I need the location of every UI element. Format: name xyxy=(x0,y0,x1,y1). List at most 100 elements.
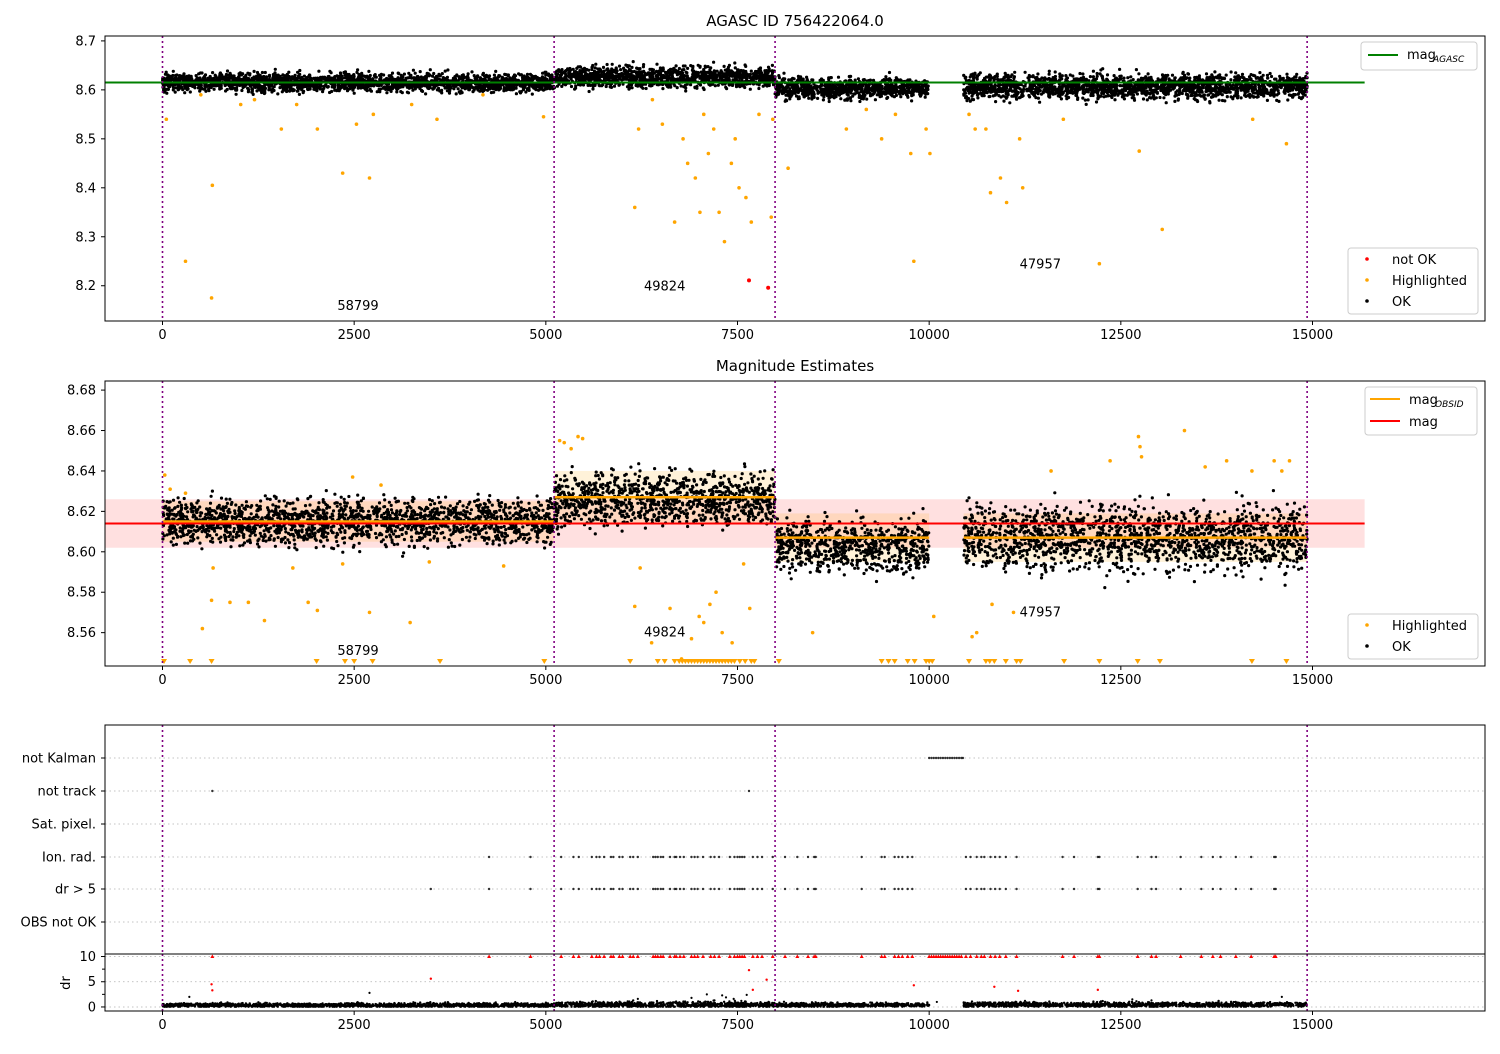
highlighted-point xyxy=(262,618,267,623)
flag-point xyxy=(736,887,739,891)
dr-capped-marker xyxy=(905,954,910,959)
flag-category-label: not track xyxy=(37,785,96,800)
flag-point xyxy=(883,887,886,891)
flag-point xyxy=(693,855,696,859)
highlighted-point xyxy=(990,602,994,607)
dr-capped-marker xyxy=(910,954,915,959)
flag-point xyxy=(1004,855,1008,859)
x-tick-label: 15000 xyxy=(1292,328,1333,343)
dr-large-point xyxy=(429,977,433,980)
below-range-marker xyxy=(751,659,758,664)
dr-capped-marker xyxy=(668,954,673,959)
highlighted-point xyxy=(246,600,251,605)
highlighted-point xyxy=(810,630,815,635)
flag-point xyxy=(980,887,983,891)
highlighted-point xyxy=(435,117,439,122)
flag-point xyxy=(1072,855,1076,859)
flag-point xyxy=(612,855,615,859)
flag-point xyxy=(964,855,968,859)
highlighted-point xyxy=(970,634,974,639)
y-tick-label: 8.64 xyxy=(67,464,96,479)
highlighted-point xyxy=(576,434,580,439)
dr-capped-marker xyxy=(813,954,818,959)
flag-point xyxy=(1004,887,1008,891)
highlighted-point xyxy=(893,112,898,117)
highlighted-point xyxy=(998,176,1003,180)
dr-outlier-point xyxy=(745,993,748,996)
flag-point xyxy=(717,887,721,891)
dr-outlier-point xyxy=(935,1000,938,1004)
highlighted-point xyxy=(1061,117,1066,122)
legend-marker-ok xyxy=(1365,644,1369,648)
below-range-marker xyxy=(982,659,989,664)
dr-capped-marker xyxy=(968,954,973,959)
dr-outlier-point xyxy=(1131,998,1134,1001)
highlighted-point xyxy=(749,220,754,224)
flag-point xyxy=(941,756,945,760)
dr-capped-marker xyxy=(896,954,901,959)
legend-label-not-ok: not OK xyxy=(1392,253,1437,268)
flag-point xyxy=(609,887,613,891)
flag-point xyxy=(901,855,904,859)
legend-subscript-obsid: OBSID xyxy=(1435,400,1464,410)
flag-point xyxy=(618,887,621,891)
below-range-marker xyxy=(986,659,993,664)
flag-point xyxy=(690,887,693,891)
highlighted-point xyxy=(720,630,724,635)
highlighted-point xyxy=(409,102,414,107)
x-tick-label: 0 xyxy=(158,328,166,343)
highlighted-point xyxy=(340,562,345,566)
ok-points xyxy=(161,999,1308,1008)
flag-point xyxy=(529,855,532,859)
highlighted-point xyxy=(636,127,641,131)
highlighted-point xyxy=(252,97,257,102)
flag-point xyxy=(559,855,563,859)
y-tick-label: 8.5 xyxy=(75,132,96,147)
flag-point xyxy=(682,887,686,891)
flag-point xyxy=(880,887,883,891)
highlighted-point xyxy=(1224,459,1229,463)
flag-category-label: not Kalman xyxy=(22,752,96,767)
highlighted-point xyxy=(717,210,721,215)
flag-point xyxy=(487,855,491,859)
highlighted-point xyxy=(569,446,573,451)
flag-point xyxy=(656,855,659,859)
y-tick-label: 8.58 xyxy=(67,586,96,601)
flag-point xyxy=(618,855,621,859)
flag-point xyxy=(783,887,787,891)
highlighted-point xyxy=(650,97,655,102)
flag-point xyxy=(590,855,594,859)
highlighted-point xyxy=(693,176,698,180)
flag-point xyxy=(674,855,678,859)
below-range-marker xyxy=(991,659,998,664)
highlighted-point xyxy=(1203,465,1207,469)
flag-point xyxy=(1200,855,1203,859)
flag-point xyxy=(806,855,810,859)
highlighted-point xyxy=(209,598,214,603)
x-tick-label: 2500 xyxy=(338,1018,371,1033)
highlighted-point xyxy=(689,636,694,641)
dr-capped-marker xyxy=(900,954,905,959)
dr-large-point xyxy=(1096,988,1100,992)
below-range-marker xyxy=(351,659,358,664)
dr-capped-marker xyxy=(770,954,775,959)
highlighted-point xyxy=(238,102,243,107)
below-range-marker xyxy=(541,659,548,664)
flag-point xyxy=(632,887,635,891)
highlighted-point xyxy=(912,259,916,264)
legend-label-ok: OK xyxy=(1392,640,1411,655)
dr-outlier-point xyxy=(1023,999,1027,1003)
obsid-label: 49824 xyxy=(644,626,685,641)
flag-point xyxy=(814,855,817,859)
highlighted-point xyxy=(844,127,849,131)
dr-capped-marker xyxy=(732,954,737,959)
highlighted-point xyxy=(163,473,167,477)
dr-capped-marker xyxy=(1178,954,1183,959)
flag-point xyxy=(961,756,965,760)
highlighted-point xyxy=(1250,117,1255,122)
y-tick-label: 8.62 xyxy=(67,505,96,520)
flag-point xyxy=(934,756,938,760)
flag-point xyxy=(953,756,956,760)
dr-capped-marker xyxy=(689,954,694,959)
legend-label-highlighted: Highlighted xyxy=(1392,619,1467,634)
